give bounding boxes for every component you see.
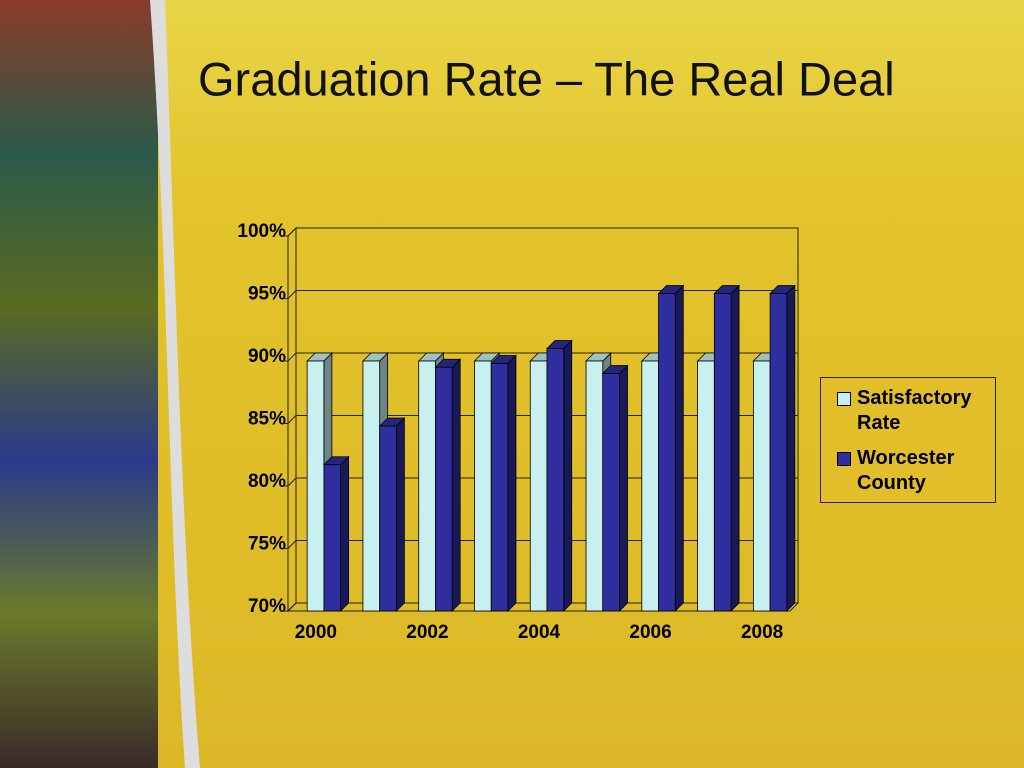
x-tick-label: 2004 [518, 622, 561, 643]
grid-line [287, 227, 798, 237]
bar-side [451, 358, 461, 612]
y-tick-label: 85% [248, 409, 286, 430]
bar [362, 360, 381, 612]
grid-line [287, 290, 798, 299]
bar [546, 348, 565, 612]
y-tick-label: 75% [248, 534, 286, 555]
grid-line [287, 352, 798, 362]
legend-label: Satisfactory Rate [857, 387, 972, 434]
legend-swatch [837, 452, 851, 466]
bar [490, 363, 509, 612]
bar [379, 425, 397, 612]
bar-side [619, 364, 628, 612]
bar-side [395, 417, 405, 612]
x-tick-label: 2008 [741, 622, 783, 643]
grid-line [287, 415, 798, 424]
bar [306, 360, 325, 612]
legend-item: Worcester County [827, 446, 989, 496]
chart-title: Graduation Rate – The Real Deal [198, 52, 895, 105]
bar [474, 360, 492, 612]
legend: Satisfactory Rate Worcester County [820, 377, 996, 503]
legend-swatch [837, 392, 851, 406]
y-tick-label: 70% [248, 596, 286, 617]
y-tick-label: 80% [248, 471, 286, 492]
bar-side [730, 284, 740, 612]
bar-side [563, 339, 573, 612]
bar-side [674, 284, 684, 612]
bar [435, 366, 453, 612]
x-tick-label: 2002 [406, 622, 448, 643]
bar [602, 373, 620, 612]
curve-accent [150, 0, 200, 768]
bar [658, 293, 676, 612]
grid-line [287, 477, 798, 487]
puzzle-image-strip [0, 0, 158, 768]
bar [697, 360, 715, 612]
legend-item: Satisfactory Rate [827, 386, 989, 436]
bar [529, 360, 548, 612]
legend-label: Worcester County [857, 447, 955, 494]
bar-side [507, 354, 517, 612]
bar-side [340, 455, 350, 612]
x-tick-label: 2006 [629, 622, 671, 643]
bar [418, 360, 436, 612]
bar [769, 293, 788, 612]
x-tick-label: 2000 [295, 622, 337, 643]
bar [585, 360, 604, 612]
bar [752, 360, 771, 612]
bar-side [786, 284, 796, 612]
grid-line [287, 602, 798, 612]
bar [323, 464, 342, 612]
bar [641, 360, 659, 612]
y-tick-label: 95% [248, 284, 286, 305]
grid-line [287, 540, 798, 549]
y-tick-label: 100% [237, 221, 286, 242]
y-tick-label: 90% [248, 346, 286, 367]
bar [713, 293, 732, 612]
